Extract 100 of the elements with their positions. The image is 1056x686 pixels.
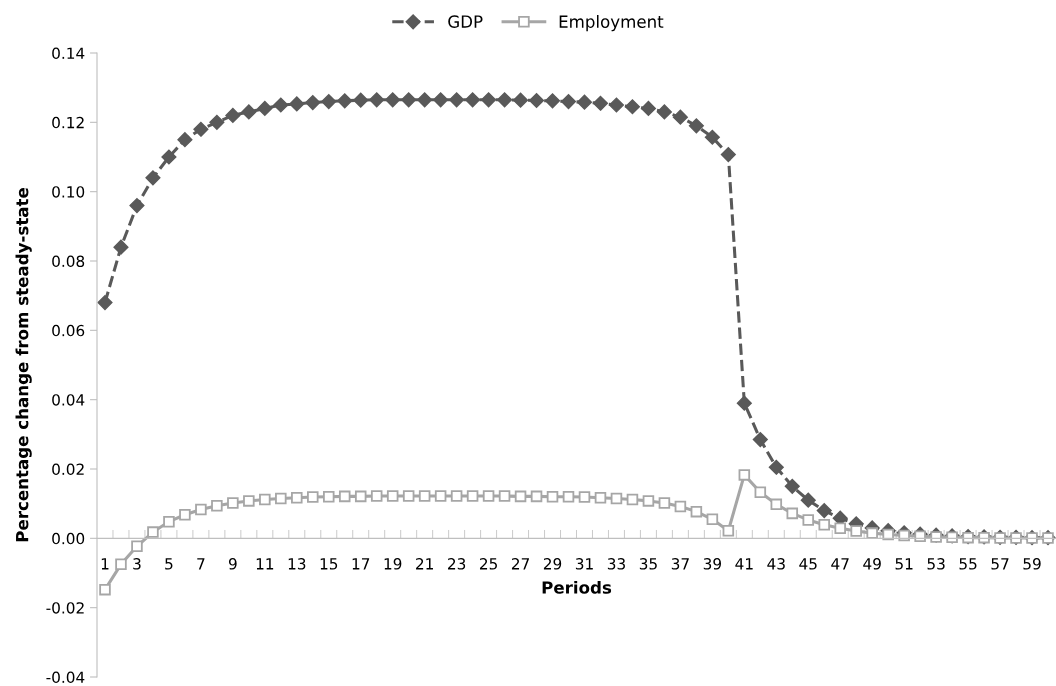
point — [401, 92, 417, 108]
point — [386, 490, 399, 502]
point — [704, 129, 720, 145]
point — [305, 95, 321, 111]
point — [498, 490, 511, 502]
point — [546, 490, 559, 503]
point — [594, 492, 607, 504]
point — [898, 529, 910, 542]
point — [417, 92, 433, 108]
y-tick-label: 0.02 — [52, 463, 84, 476]
point — [257, 100, 273, 117]
point — [434, 490, 447, 502]
point — [193, 121, 209, 137]
x-tick-label: 7 — [197, 558, 205, 570]
y-axis-title: Percentage change from steady-state — [15, 188, 32, 542]
x-tick-label: 39 — [703, 558, 721, 570]
x-tick-label: 1 — [101, 558, 109, 570]
point — [209, 114, 225, 130]
x-tick-label: 43 — [767, 558, 785, 570]
x-tick-label: 21 — [416, 558, 433, 570]
point — [578, 491, 591, 503]
point — [177, 132, 193, 148]
point — [624, 99, 641, 115]
point — [99, 583, 111, 596]
point — [273, 97, 289, 113]
x-tick-label: 27 — [511, 558, 529, 570]
x-tick-label: 19 — [384, 558, 402, 570]
point — [179, 508, 191, 521]
point — [882, 528, 894, 541]
x-tick-label: 37 — [671, 558, 689, 570]
y-tick-label: 0.12 — [52, 116, 84, 129]
point — [161, 149, 177, 165]
point — [592, 95, 609, 111]
x-tick-label: 35 — [639, 558, 657, 570]
y-tick-label: -0.04 — [46, 671, 85, 684]
point — [640, 100, 656, 117]
x-tick-label: 51 — [895, 558, 913, 570]
point — [291, 492, 303, 504]
point — [385, 92, 401, 108]
point — [914, 530, 926, 543]
x-tick-label: 41 — [735, 558, 753, 570]
x-tick-label: 15 — [320, 558, 338, 570]
legend-label: Employment — [559, 15, 664, 32]
point — [418, 490, 431, 502]
point — [497, 92, 513, 108]
point — [688, 118, 704, 134]
x-tick-label: 31 — [575, 558, 593, 570]
point — [113, 239, 129, 255]
point — [706, 513, 719, 526]
point — [674, 500, 687, 513]
point — [195, 503, 207, 516]
point — [433, 92, 449, 108]
point — [818, 519, 831, 531]
point — [738, 469, 751, 481]
y-tick-label: 0.04 — [52, 394, 85, 406]
point — [786, 507, 799, 520]
point — [97, 295, 113, 311]
x-tick-label: 53 — [927, 558, 945, 570]
point — [370, 490, 383, 502]
point — [131, 540, 143, 553]
point — [722, 524, 735, 537]
y-tick-label: -0.02 — [46, 602, 84, 614]
point — [736, 395, 752, 411]
y-tick-label: 0.06 — [52, 324, 85, 337]
x-tick-label: 13 — [288, 558, 306, 570]
point — [656, 104, 672, 120]
point — [752, 431, 768, 448]
point — [211, 499, 223, 512]
x-tick-label: 11 — [256, 558, 274, 570]
y-tick-label: 0.14 — [52, 47, 85, 60]
point — [784, 478, 800, 494]
x-tick-label: 55 — [959, 558, 977, 570]
point — [720, 147, 736, 163]
point — [115, 558, 127, 571]
y-tick-label: 0.10 — [52, 186, 85, 198]
point — [528, 92, 545, 109]
x-tick-label: 33 — [607, 558, 625, 570]
point — [802, 514, 815, 526]
point — [289, 96, 305, 112]
point — [544, 93, 561, 109]
x-tick-label: 3 — [133, 558, 141, 570]
point — [450, 490, 463, 502]
x-tick-label: 25 — [479, 558, 497, 570]
point — [466, 490, 479, 502]
point — [642, 495, 655, 507]
point — [658, 497, 671, 509]
point — [241, 104, 257, 120]
point — [465, 92, 481, 108]
point — [816, 503, 832, 519]
x-tick-label: 49 — [863, 558, 881, 570]
point — [481, 92, 497, 108]
x-tick-label: 57 — [991, 558, 1009, 570]
point — [768, 459, 784, 475]
point — [626, 493, 639, 506]
x-tick-label: 9 — [228, 558, 237, 570]
x-tick-label: 5 — [165, 558, 173, 570]
point — [147, 526, 159, 538]
point — [225, 107, 241, 123]
point — [163, 515, 175, 528]
point — [608, 97, 625, 113]
